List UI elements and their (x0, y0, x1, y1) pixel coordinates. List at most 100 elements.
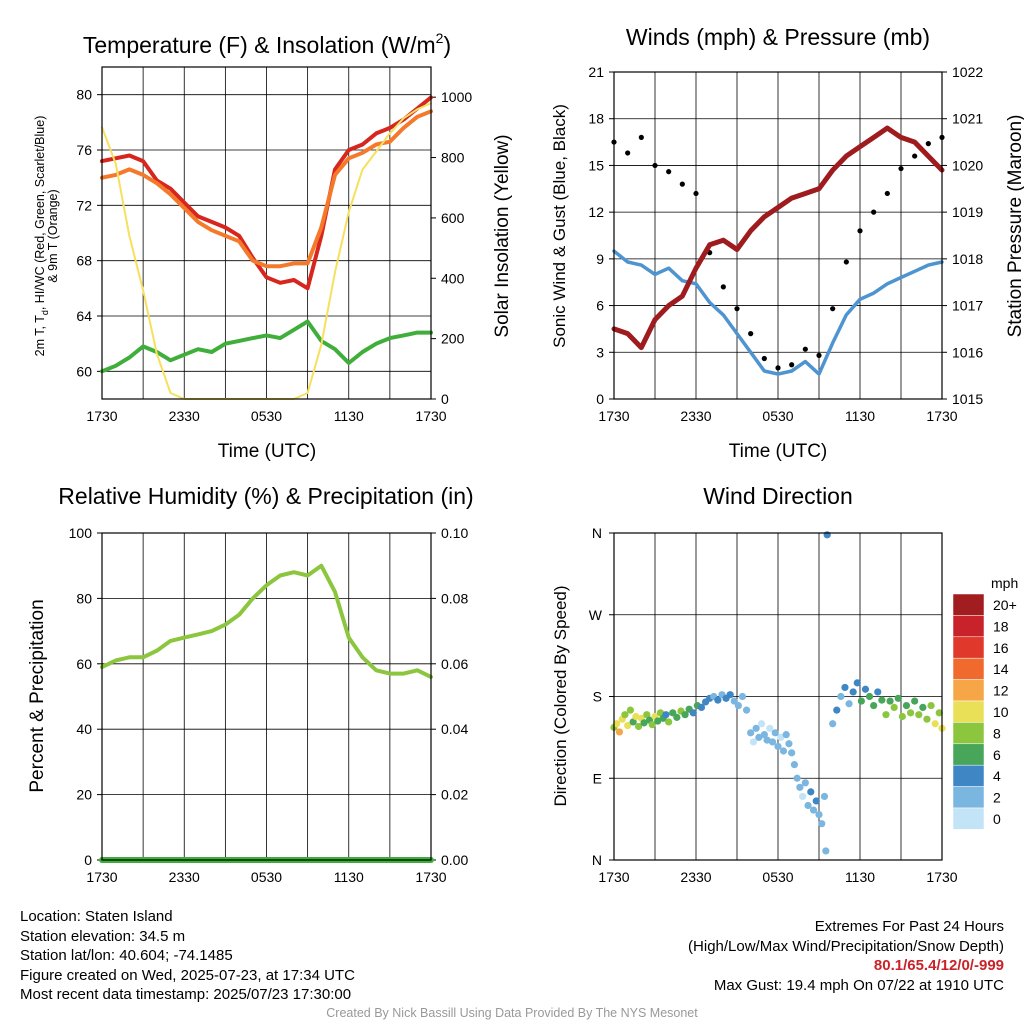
y-tick-label-right: 1000 (441, 89, 472, 105)
latlon-text: Station lat/lon: 40.604; -74.1485 (20, 947, 233, 964)
humidity-title: Relative Humidity (%) & Precipitation (i… (58, 483, 473, 509)
direction-point (673, 713, 681, 721)
speed-legend: 20+ 18 16 14 12 10 8 6 4 2 0 (952, 593, 1017, 830)
direction-point (919, 703, 927, 712)
direction-point (613, 720, 621, 728)
x-tick-label: 1730 (598, 408, 629, 424)
x-tick-label: 2330 (169, 408, 200, 424)
recent-data-text: Most recent data timestamp: 2025/07/23 1… (20, 986, 352, 1003)
legend-label: 18 (993, 618, 1009, 634)
direction-point (812, 797, 820, 805)
y-tick-label-right: 600 (441, 210, 465, 226)
temperature-title: Temperature (F) & Insolation (W/m2) (83, 30, 451, 58)
legend-swatch (952, 657, 985, 680)
y-tick-label-right: 1019 (952, 204, 983, 220)
x-tick-label: 1130 (334, 408, 364, 424)
x-tick-label: 1130 (845, 408, 875, 424)
gust-point (857, 228, 863, 234)
gust-point (652, 162, 658, 169)
winds-xlabel: Time (UTC) (729, 441, 828, 462)
legend-swatch (952, 786, 985, 809)
y-tick-label-right: 0.10 (441, 525, 468, 541)
y-tick-label-right: 0.06 (441, 656, 468, 672)
direction-point (766, 724, 774, 732)
extremes-title: Extremes For Past 24 Hours (814, 918, 1004, 935)
y-tick-label: 76 (76, 142, 92, 158)
y-tick-label-right: 1021 (952, 111, 983, 127)
y-tick-label: 68 (76, 253, 92, 269)
gust-point (843, 259, 849, 265)
direction-point (935, 709, 943, 717)
y-tick-label-right: 1017 (952, 298, 983, 314)
gust-point (884, 190, 890, 197)
y-tick-label-right: 800 (441, 150, 465, 166)
direction-point (689, 709, 697, 717)
gust-point (679, 181, 685, 187)
winds-ylabel-right: Station Pressure (Maroon) (1005, 115, 1024, 338)
y-tick-label: 18 (588, 111, 604, 127)
legend-swatch (952, 679, 985, 702)
temperature-xlabel: Time (UTC) (218, 441, 317, 462)
direction-point (809, 806, 818, 814)
direction-point (626, 706, 635, 714)
direction-point (849, 688, 857, 696)
gust-point (802, 346, 808, 352)
direction-point (714, 696, 722, 704)
direction-point (763, 736, 771, 744)
plot-border (613, 71, 943, 400)
direction-panel: Wind Direction 1730 2330 0530 1130 1730NESWN… (551, 483, 1018, 885)
x-tick-label: 1730 (415, 869, 446, 885)
legend-label: 2 (993, 790, 1001, 806)
legend-label: 6 (993, 747, 1001, 763)
direction-point (886, 697, 894, 705)
y-tick-label-right: 1020 (952, 157, 983, 173)
direction-point (747, 729, 755, 737)
direction-point (815, 810, 823, 819)
y-tick-label-right: 0 (441, 391, 449, 407)
gust-point (925, 141, 931, 147)
y-tick-label: 60 (76, 656, 92, 672)
extremes-values: 80.1/65.4/12/0/-999 (873, 957, 1004, 974)
y-tick-label: 15 (588, 157, 604, 173)
x-tick-label: 2330 (680, 869, 711, 885)
y-tick-label: N (592, 852, 602, 868)
x-tick-label: 0530 (762, 408, 793, 424)
direction-point (624, 721, 632, 730)
direction-point (755, 733, 763, 741)
direction-point (643, 711, 651, 719)
direction-point (662, 711, 670, 719)
gust-point (666, 169, 672, 175)
direction-point (782, 731, 790, 739)
x-tick-label: 1730 (86, 869, 117, 885)
y-tick-label-right: 0.02 (441, 787, 468, 803)
legend-label: 20+ (993, 597, 1017, 613)
y-tick-label-right: 1018 (952, 251, 983, 267)
legend-swatch (952, 700, 985, 723)
y-tick-label-right: 0.00 (441, 852, 468, 868)
nine-meter-temperature-line (100, 109, 433, 269)
direction-point (853, 679, 861, 687)
gust-point (830, 306, 836, 312)
direction-point (774, 742, 782, 751)
gust-point (761, 355, 767, 362)
legend-label: 4 (993, 768, 1001, 784)
legend-swatch (952, 743, 985, 766)
direction-ylabel-left: Direction (Colored By Speed) (551, 585, 570, 806)
direction-point (621, 711, 629, 719)
y-tick-label: 21 (588, 64, 604, 80)
direction-point (927, 701, 935, 710)
legend-label: 16 (993, 640, 1009, 656)
direction-point (635, 722, 643, 731)
x-tick-label: 2330 (680, 408, 711, 424)
gust-point (693, 190, 699, 197)
gust-point (748, 331, 754, 337)
y-tick-label-right: 1015 (952, 391, 983, 407)
y-tick-label-right: 200 (441, 331, 465, 347)
y-tick-label-right: 0.04 (441, 721, 468, 737)
winds-plot-area: 1730 2330 0530 1130 173003691215182110151016… (588, 64, 983, 424)
direction-point (882, 711, 890, 719)
plot-border (613, 532, 943, 861)
direction-point (681, 711, 689, 719)
direction-point (760, 731, 768, 739)
y-tick-label: 12 (588, 204, 604, 220)
